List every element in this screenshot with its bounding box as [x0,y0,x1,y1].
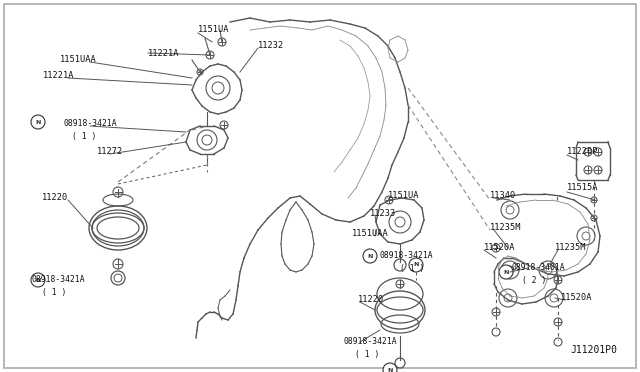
Text: 1151UAA: 1151UAA [60,55,97,64]
Circle shape [31,115,45,129]
Text: 08918-3421A: 08918-3421A [344,337,397,346]
Text: 11220: 11220 [358,295,384,305]
Circle shape [31,273,45,287]
Text: 1151UA: 1151UA [198,26,230,35]
Circle shape [363,249,377,263]
Text: 11520A: 11520A [561,294,593,302]
Text: ( 1 ): ( 1 ) [42,288,67,296]
Text: 08918-3421A: 08918-3421A [380,251,434,260]
Text: N: N [413,263,419,267]
Text: 08918-3421A: 08918-3421A [64,119,118,128]
Text: ( 1 ): ( 1 ) [72,131,97,141]
Text: 11235M: 11235M [490,224,522,232]
Circle shape [409,258,423,272]
Text: 08918-3401A: 08918-3401A [511,263,564,273]
Text: ( 2 ): ( 2 ) [522,276,547,285]
Text: 11232: 11232 [258,41,284,49]
Text: 1151UAA: 1151UAA [352,230,388,238]
Text: 11272: 11272 [97,148,124,157]
Text: 11520A: 11520A [484,244,515,253]
Text: 11221A: 11221A [148,48,179,58]
Text: N: N [503,269,509,275]
Circle shape [499,265,513,279]
FancyBboxPatch shape [4,4,636,368]
Text: N: N [35,278,41,282]
Text: N: N [35,119,41,125]
Circle shape [383,363,397,372]
Text: J11201P0: J11201P0 [570,345,617,355]
Text: N: N [387,368,393,372]
Text: 11515A: 11515A [567,183,598,192]
Text: 11220: 11220 [42,193,68,202]
Text: ( 1 ): ( 1 ) [400,263,424,273]
Text: 11220P: 11220P [567,148,598,157]
Text: 11233: 11233 [370,208,396,218]
Text: 11221A: 11221A [43,71,74,80]
Text: 11340: 11340 [490,192,516,201]
Text: 11235M: 11235M [555,244,586,253]
Text: ( 1 ): ( 1 ) [355,350,380,359]
Text: N: N [367,253,372,259]
Text: 1151UA: 1151UA [388,192,419,201]
Text: 08918-3421A: 08918-3421A [32,276,86,285]
